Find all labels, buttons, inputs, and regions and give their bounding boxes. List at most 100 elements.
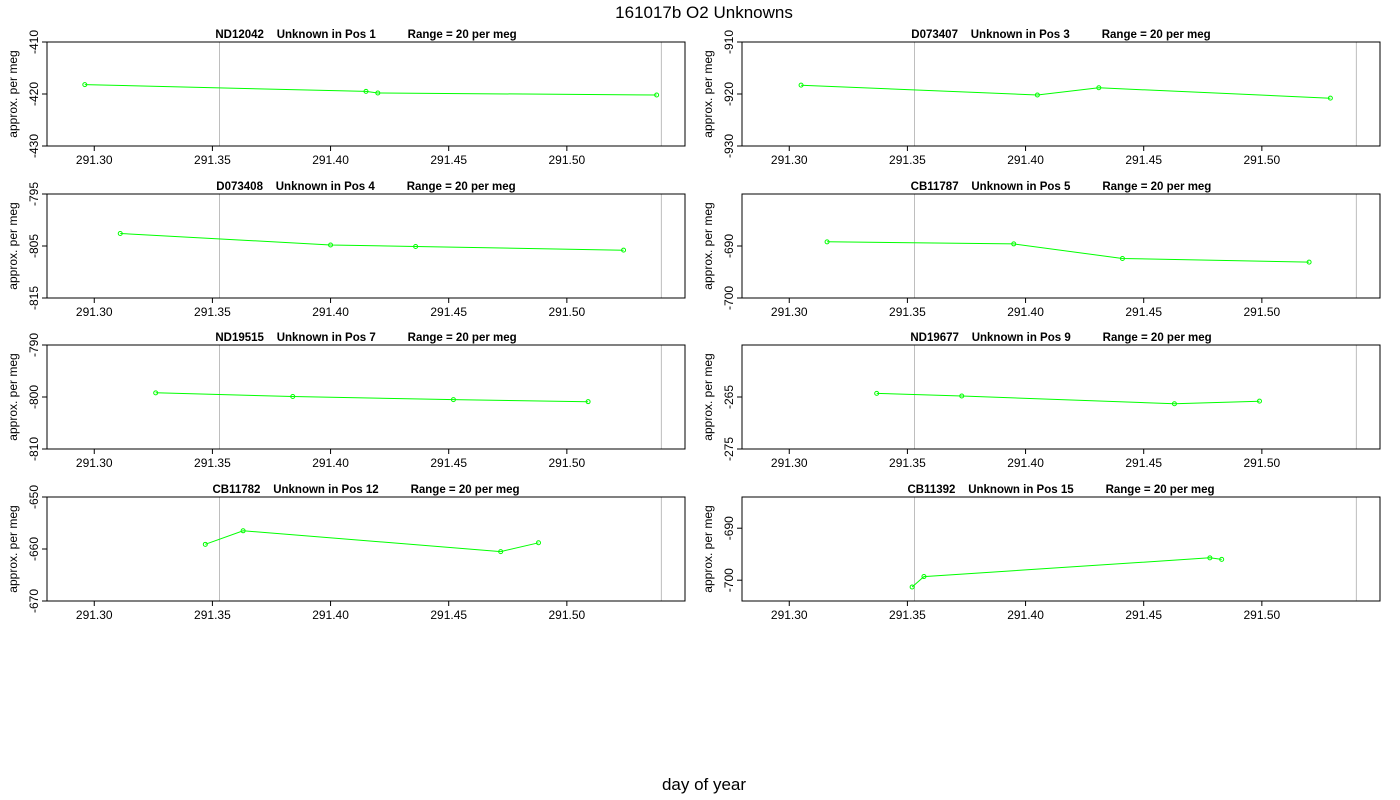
x-tick-label: 291.35 (194, 456, 231, 470)
y-tick-label: -660 (27, 537, 41, 561)
x-tick-label: 291.35 (194, 608, 231, 622)
data-point (153, 390, 159, 396)
y-tick-label: -920 (722, 82, 736, 106)
panel-4: CB11787 Unknown in Pos 5 Range = 20 per … (701, 181, 1381, 319)
x-tick-label: 291.30 (76, 608, 113, 622)
x-tick-label: 291.50 (1244, 305, 1281, 319)
series-line (205, 530, 539, 553)
data-point (290, 393, 296, 399)
plot-frame (46, 344, 686, 450)
x-tick-label: 291.35 (194, 305, 231, 319)
y-tick-label: -700 (722, 286, 736, 310)
panel-7: CB11782 Unknown in Pos 12 Range = 20 per… (6, 484, 686, 622)
data-point (117, 231, 123, 237)
x-tick-label: 291.50 (1244, 153, 1281, 167)
series-line (911, 557, 1222, 588)
y-tick-label: -810 (27, 437, 41, 461)
y-tick-label: -800 (27, 385, 41, 409)
data-point (1011, 241, 1017, 247)
panel-title: ND19677 Unknown in Pos 9 Range = 20 per … (910, 332, 1211, 344)
x-tick-label: 291.50 (1244, 456, 1281, 470)
x-tick-label: 291.35 (889, 153, 926, 167)
plot-frame (741, 496, 1381, 602)
x-tick-label: 291.40 (312, 305, 349, 319)
data-point (1171, 401, 1177, 407)
panel-title: ND12042 Unknown in Pos 1 Range = 20 per … (215, 29, 516, 41)
y-axis-label: approx. per meg (6, 50, 20, 137)
y-tick-label: -420 (27, 82, 41, 106)
data-point (824, 239, 830, 245)
plot-frame (741, 41, 1381, 147)
data-point (1034, 92, 1040, 98)
panel-title: D073408 Unknown in Pos 4 Range = 20 per … (216, 181, 515, 193)
y-tick-label: -690 (722, 516, 736, 540)
x-tick-label: 291.35 (889, 305, 926, 319)
plot-frame (46, 41, 686, 147)
y-tick-label: -670 (27, 589, 41, 613)
series-line (876, 392, 1260, 405)
x-tick-label: 291.30 (771, 153, 808, 167)
x-tick-label: 291.40 (312, 153, 349, 167)
x-tick-label: 291.30 (771, 608, 808, 622)
y-tick-label: -650 (27, 485, 41, 509)
data-point (240, 528, 246, 534)
y-tick-label: -430 (27, 134, 41, 158)
y-axis-label: approx. per meg (701, 505, 715, 592)
plot-frame (741, 193, 1381, 299)
x-tick-label: 291.30 (76, 153, 113, 167)
series-line (155, 392, 589, 403)
data-point (959, 393, 965, 399)
panel-6: ND19677 Unknown in Pos 9 Range = 20 per … (701, 332, 1381, 470)
x-tick-label: 291.50 (549, 153, 586, 167)
data-point (874, 390, 880, 396)
y-axis-label: approx. per meg (6, 353, 20, 440)
plot-frame (46, 496, 686, 602)
series-line (801, 84, 1331, 99)
x-tick-label: 291.45 (1125, 305, 1162, 319)
x-tick-label: 291.30 (771, 456, 808, 470)
x-tick-label: 291.50 (549, 456, 586, 470)
data-point (1207, 555, 1213, 561)
data-point (654, 92, 660, 98)
figure-title: 161017b O2 Unknowns (615, 3, 793, 22)
series-line (827, 241, 1310, 263)
y-axis-label: approx. per meg (701, 202, 715, 289)
y-tick-label: -910 (722, 30, 736, 54)
x-tick-label: 291.45 (1125, 608, 1162, 622)
data-point (328, 242, 334, 248)
x-tick-label: 291.40 (1007, 456, 1044, 470)
x-tick-label: 291.40 (312, 608, 349, 622)
panel-title: D073407 Unknown in Pos 3 Range = 20 per … (911, 29, 1210, 41)
x-tick-label: 291.50 (549, 305, 586, 319)
y-tick-label: -690 (722, 234, 736, 258)
panel-title: CB11392 Unknown in Pos 15 Range = 20 per… (907, 484, 1214, 496)
panel-title: ND19515 Unknown in Pos 7 Range = 20 per … (215, 332, 516, 344)
y-tick-label: -795 (27, 182, 41, 206)
series-line (120, 233, 624, 251)
y-tick-label: -805 (27, 234, 41, 258)
y-tick-label: -790 (27, 333, 41, 357)
data-point (1327, 95, 1333, 101)
y-tick-label: -410 (27, 30, 41, 54)
x-tick-label: 291.50 (549, 608, 586, 622)
y-tick-label: -815 (27, 286, 41, 310)
x-tick-label: 291.40 (1007, 608, 1044, 622)
data-point (375, 90, 381, 96)
x-tick-label: 291.45 (430, 305, 467, 319)
data-point (585, 399, 591, 405)
panel-2: D073407 Unknown in Pos 3 Range = 20 per … (701, 29, 1381, 167)
data-point (798, 82, 804, 88)
plot-frame (741, 344, 1381, 450)
data-point (1219, 556, 1225, 562)
y-tick-label: -275 (722, 437, 736, 461)
x-tick-label: 291.45 (1125, 456, 1162, 470)
series-line (84, 84, 657, 96)
data-point (82, 82, 88, 88)
x-axis-label: day of year (661, 775, 747, 794)
data-point (363, 88, 369, 94)
data-point (498, 549, 504, 555)
x-tick-label: 291.35 (194, 153, 231, 167)
panel-8: CB11392 Unknown in Pos 15 Range = 20 per… (701, 484, 1381, 622)
x-tick-label: 291.50 (1244, 608, 1281, 622)
